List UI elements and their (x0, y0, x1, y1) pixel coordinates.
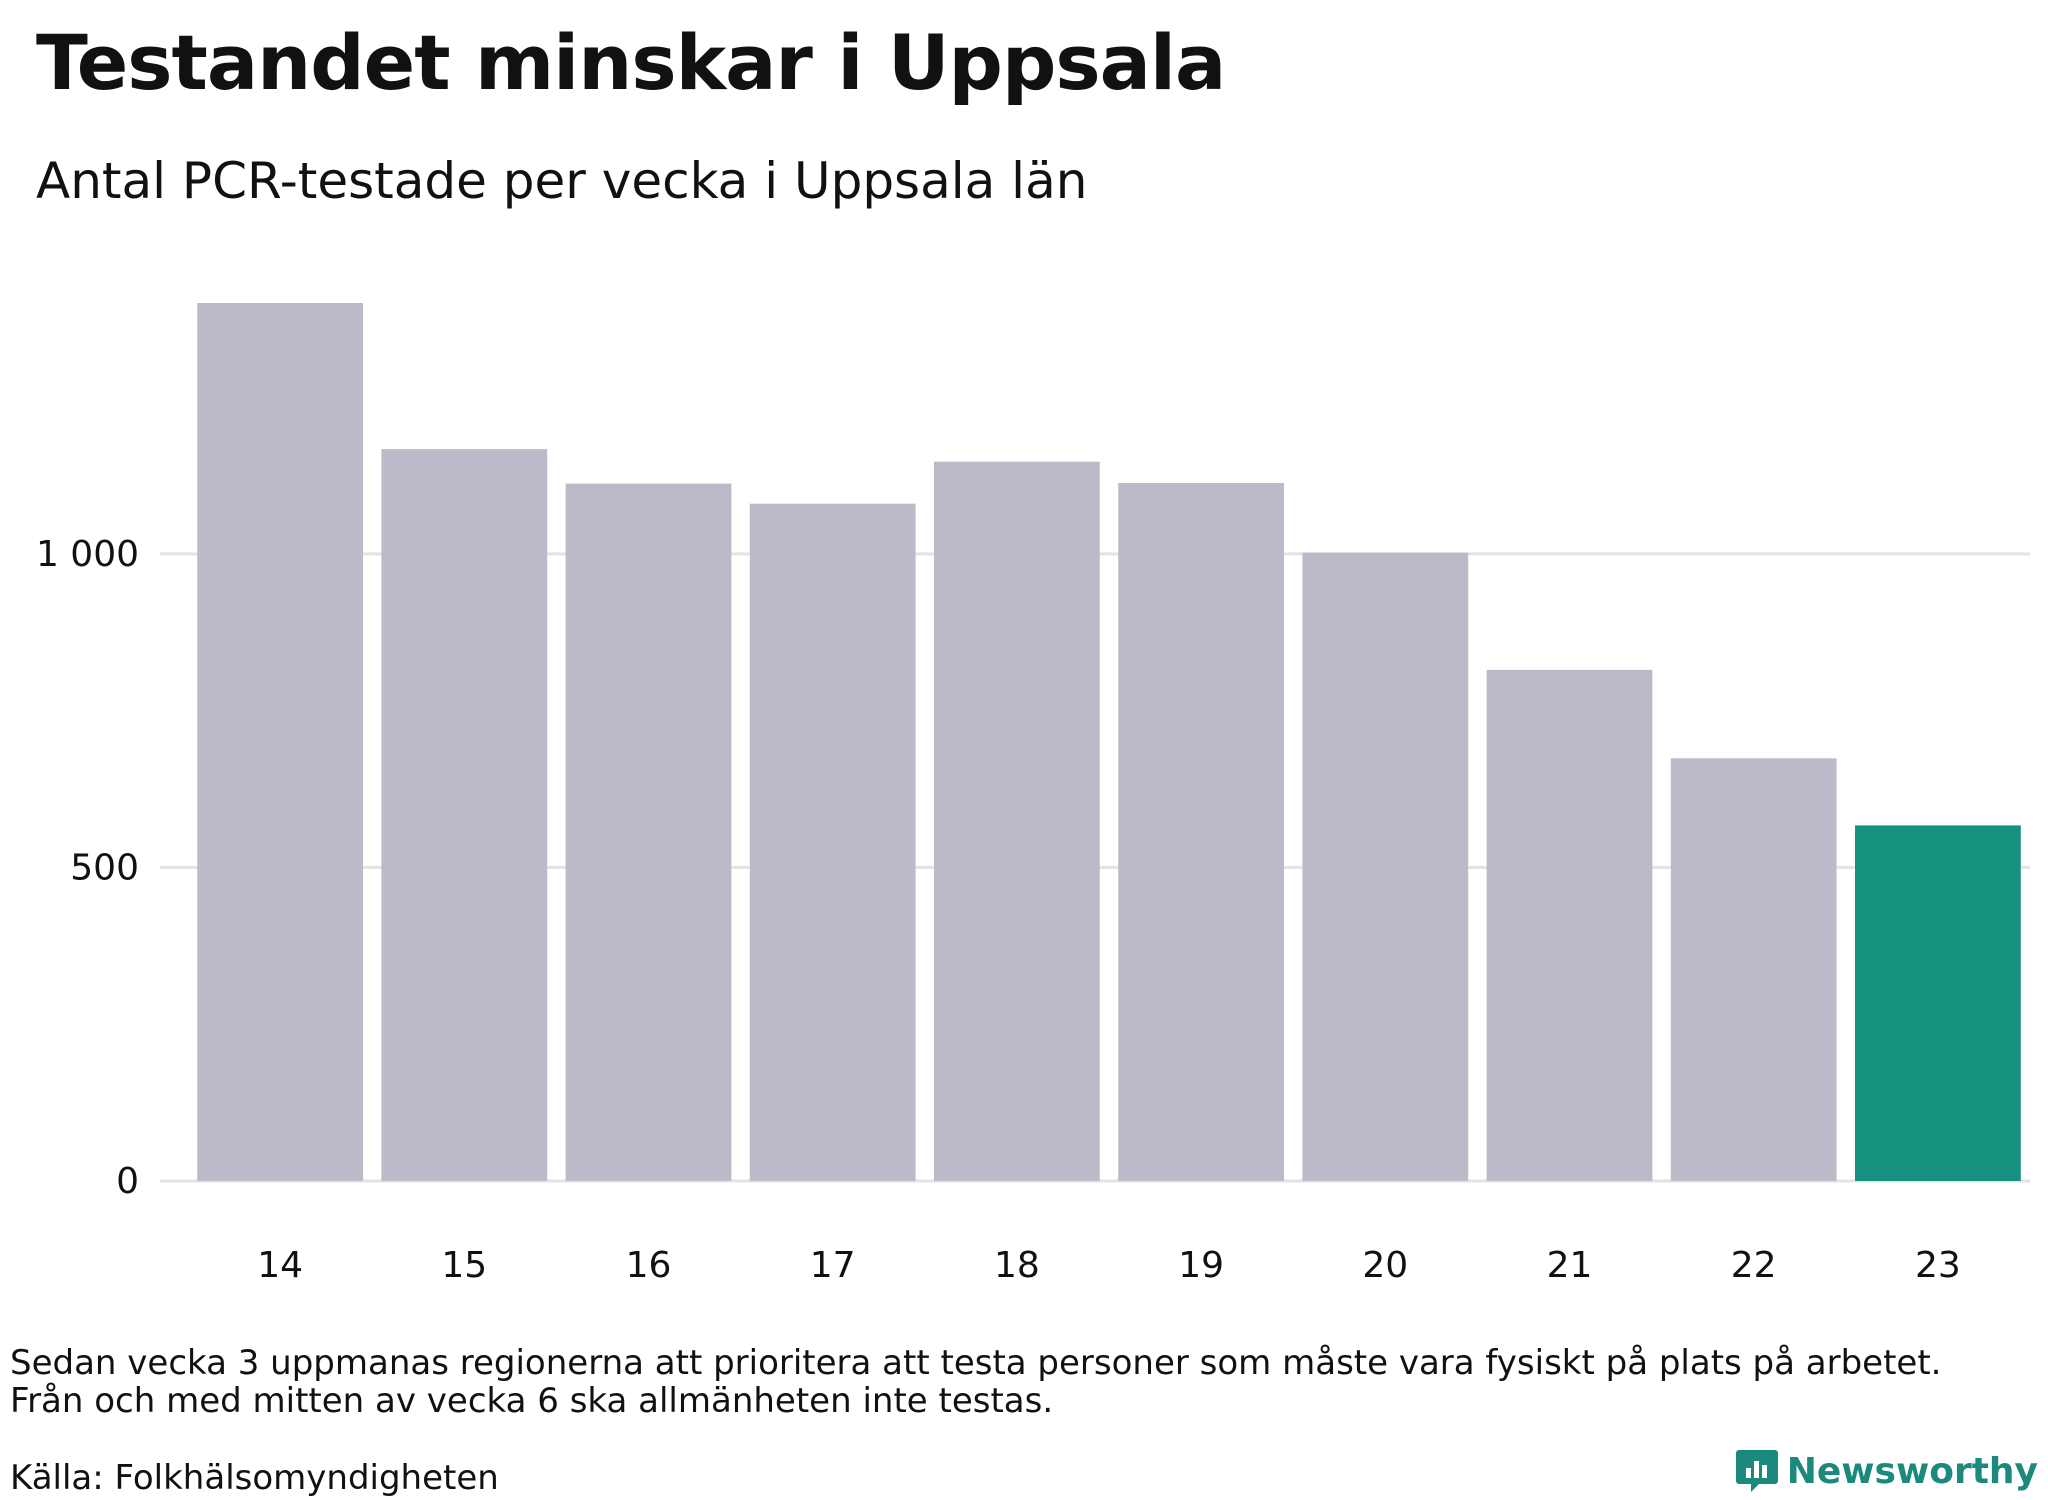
y-tick-label: 1 000 (36, 534, 139, 575)
x-tick-label: 16 (626, 1245, 672, 1286)
bar-week-14 (197, 303, 363, 1181)
y-axis-tick-labels: 0 500 1 000 (36, 534, 139, 1202)
y-tick-label: 500 (70, 847, 139, 888)
x-tick-label: 19 (1178, 1245, 1224, 1286)
bar-week-15 (381, 449, 548, 1182)
bars (197, 303, 2021, 1182)
x-tick-label: 20 (1362, 1245, 1408, 1286)
bar-week-18 (934, 461, 1100, 1182)
x-axis-tick-labels: 14 15 16 17 18 19 20 21 22 23 (257, 1245, 1961, 1286)
x-tick-label: 17 (810, 1245, 856, 1286)
bar-week-19 (1118, 482, 1284, 1181)
bar-week-20 (1302, 552, 1469, 1181)
bar-week-23 (1855, 825, 2021, 1181)
bar-week-21 (1486, 669, 1653, 1181)
x-tick-label: 22 (1731, 1245, 1777, 1286)
newsworthy-brand-name: Newsworthy (1786, 1450, 2038, 1492)
x-tick-label: 14 (257, 1245, 303, 1286)
x-tick-label: 15 (441, 1245, 487, 1286)
bar-week-22 (1670, 758, 1837, 1181)
chart-subtitle: Antal PCR-testade per vecka i Uppsala lä… (36, 152, 1088, 210)
x-tick-label: 18 (994, 1245, 1040, 1286)
footnote-line-2: Från och med mitten av vecka 6 ska allmä… (10, 1381, 1054, 1421)
footnote-line-1: Sedan vecka 3 uppmanas regionerna att pr… (10, 1343, 1942, 1383)
chart-title: Testandet minskar i Uppsala (36, 18, 1226, 107)
bar-week-17 (749, 503, 916, 1182)
newsworthy-logo-icon (1735, 1450, 1778, 1492)
y-tick-label: 0 (116, 1161, 139, 1202)
bar-chart: 0 500 1 000 14 15 16 17 18 19 20 21 22 23 (36, 303, 2030, 1286)
source-credit: Källa: Folkhälsomyndigheten (10, 1458, 499, 1498)
bar-week-16 (565, 483, 732, 1181)
newsworthy-brand[interactable]: Newsworthy (1735, 1448, 2038, 1494)
x-tick-label: 23 (1915, 1245, 1961, 1286)
x-tick-label: 21 (1547, 1245, 1593, 1286)
